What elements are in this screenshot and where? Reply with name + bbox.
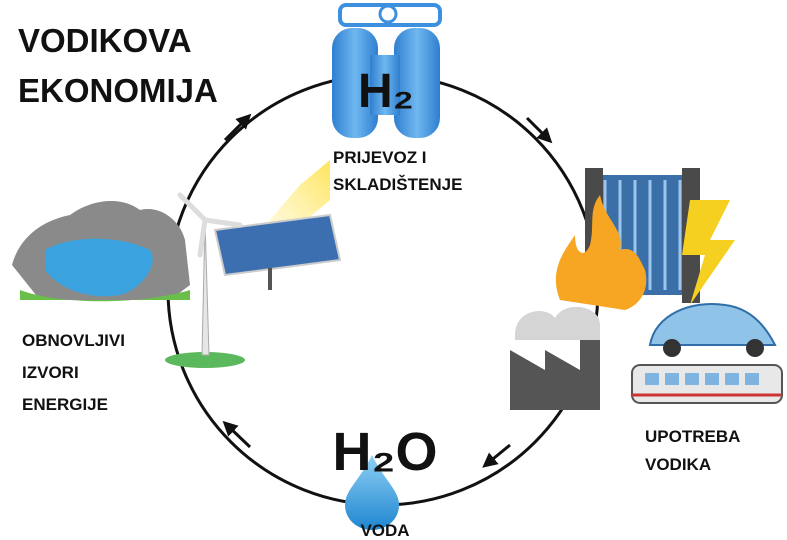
- node-label: ENERGIJE: [22, 395, 108, 414]
- node-label: UPOTREBA: [645, 427, 740, 446]
- node-label: VODIKA: [645, 455, 711, 474]
- node-label: SKLADIŠTENJE: [333, 175, 462, 194]
- title-line: EKONOMIJA: [18, 72, 218, 109]
- hydrogen-tanks: [332, 3, 442, 138]
- node-label: PRIJEVOZ I: [333, 148, 427, 167]
- title-line: VODIKOVA: [18, 22, 192, 59]
- formula: H₂: [358, 65, 414, 118]
- node-label: OBNOVLJIVI: [22, 331, 125, 350]
- water-drop: [345, 455, 399, 530]
- renewables: [12, 160, 342, 368]
- node-label: VODA: [360, 521, 409, 540]
- formula: H₂O: [333, 422, 438, 482]
- node-label: IZVORI: [22, 363, 79, 382]
- hydrogen-use: [510, 168, 783, 410]
